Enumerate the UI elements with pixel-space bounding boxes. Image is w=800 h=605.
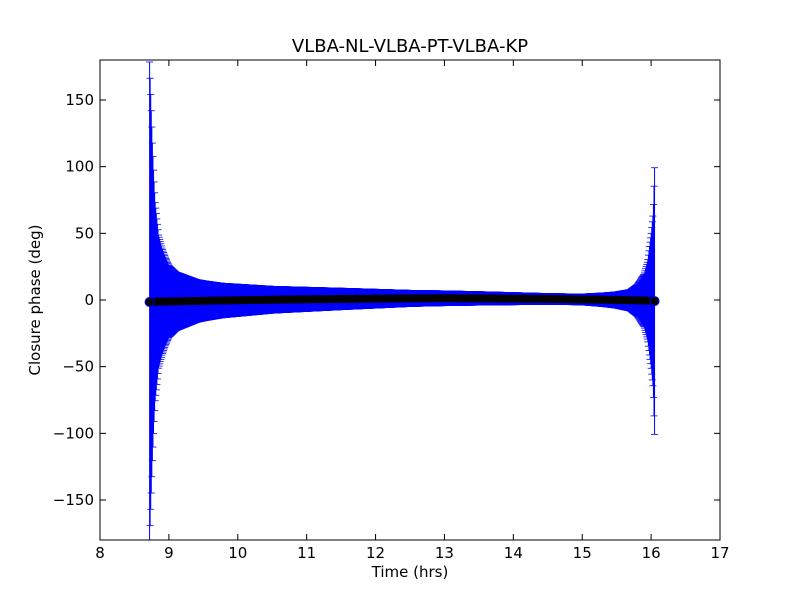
data-point <box>649 296 660 307</box>
y-tick-label: −100 <box>53 424 94 442</box>
x-axis-ticks: 8 9 10 11 12 13 14 15 16 17 <box>95 60 730 562</box>
y-tick-label: 100 <box>65 158 94 176</box>
y-axis-ticks: −150 −100 −50 0 50 100 150 <box>53 91 720 509</box>
x-tick-label: 13 <box>435 544 454 562</box>
data-point <box>144 297 155 307</box>
y-tick-label: −150 <box>53 491 94 509</box>
marker-layer <box>144 294 660 307</box>
x-tick-label: 16 <box>642 544 661 562</box>
x-tick-label: 15 <box>573 544 592 562</box>
x-tick-label: 10 <box>228 544 247 562</box>
y-tick-label: 150 <box>65 91 94 109</box>
x-tick-label: 11 <box>297 544 316 562</box>
x-tick-label: 12 <box>366 544 385 562</box>
chart-title: VLBA-NL-VLBA-PT-VLBA-KP <box>292 36 528 57</box>
x-tick-label: 9 <box>164 544 174 562</box>
y-axis-label: Closure phase (deg) <box>26 225 44 376</box>
x-tick-label: 14 <box>504 544 523 562</box>
y-tick-label: 0 <box>84 291 94 309</box>
x-tick-label: 8 <box>95 544 105 562</box>
y-tick-label: −50 <box>62 358 94 376</box>
x-tick-label: 17 <box>710 544 729 562</box>
x-axis-label: Time (hrs) <box>371 563 449 581</box>
y-tick-label: 50 <box>75 224 94 242</box>
